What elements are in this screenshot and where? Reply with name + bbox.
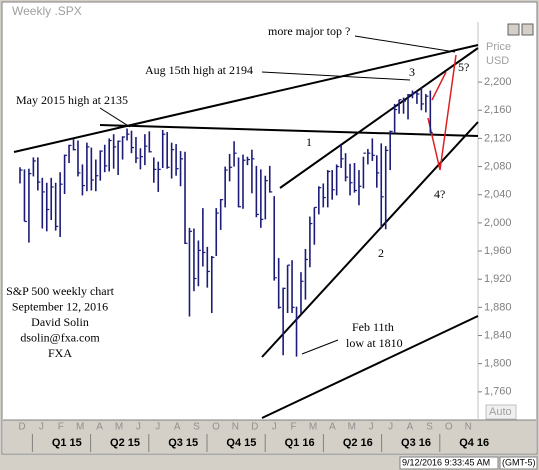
annotation: low at 1810 — [346, 336, 403, 350]
y-tick-label: 1,800 — [484, 358, 512, 370]
trend-line — [13, 44, 479, 153]
y-axis-label: Price — [486, 41, 511, 53]
x-quarter-label: Q4 16 — [459, 437, 489, 449]
y-tick-label: 2,040 — [484, 189, 512, 201]
y-tick-label: 2,000 — [484, 217, 512, 229]
y-axis-unit: USD — [486, 55, 509, 67]
credit-line: September 12, 2016 — [12, 299, 108, 313]
y-tick-label: 1,920 — [484, 273, 512, 285]
wave-label: 1 — [306, 135, 312, 149]
x-month-label: D — [18, 422, 25, 433]
x-month-label: O — [445, 422, 453, 433]
trend-line — [261, 315, 479, 419]
wave-label: 5? — [458, 60, 469, 74]
wave-label: 4? — [434, 187, 445, 201]
x-month-label: N — [232, 422, 239, 433]
y-tick-label: 1,880 — [484, 301, 512, 313]
x-quarter-label: Q1 16 — [285, 437, 315, 449]
wave-label: 2 — [378, 246, 384, 260]
x-month-label: D — [251, 422, 258, 433]
window-button[interactable] — [521, 23, 534, 36]
x-month-label: J — [369, 422, 374, 433]
y-tick-label: 2,200 — [484, 76, 512, 88]
x-month-label: J — [39, 422, 44, 433]
x-month-label: M — [348, 422, 356, 433]
scale-mode-button[interactable] — [485, 404, 517, 420]
annotation: May 2015 high at 2135 — [16, 93, 128, 107]
y-tick-label: 1,840 — [484, 329, 512, 341]
chart-title: Weekly .SPX — [12, 4, 82, 18]
annotation: Aug 15th high at 2194 — [145, 63, 253, 77]
x-month-label: A — [329, 422, 336, 433]
credit-line: David Solin — [31, 315, 89, 329]
projection-line — [431, 71, 447, 101]
y-tick-label: 2,160 — [484, 104, 512, 116]
y-tick-label: 1,760 — [484, 386, 512, 398]
x-month-label: M — [76, 422, 84, 433]
y-tick-label: 2,120 — [484, 132, 512, 144]
x-month-label: J — [155, 422, 160, 433]
y-tick-label: 1,960 — [484, 245, 512, 257]
x-month-label: F — [291, 422, 297, 433]
x-month-label: J — [388, 422, 393, 433]
annotation: Feb 11th — [352, 320, 394, 334]
credit-line: S&P 500 weekly chart — [6, 284, 115, 298]
chart-frame — [1, 1, 538, 455]
x-month-label: J — [272, 422, 277, 433]
callout-line — [99, 107, 131, 128]
annotation: more major top ? — [268, 24, 350, 38]
x-axis-strip — [3, 420, 536, 453]
x-month-label: A — [96, 422, 103, 433]
status-tz: (GMT-5) — [502, 457, 536, 467]
status-field — [499, 456, 538, 470]
x-month-label: F — [58, 422, 64, 433]
trend-line — [279, 47, 479, 189]
callout-line — [354, 35, 456, 53]
x-quarter-label: Q2 15 — [110, 437, 140, 449]
x-quarter-label: Q2 16 — [343, 437, 373, 449]
status-field — [399, 456, 499, 470]
status-date: 9/12/2016 9:33:45 AM — [402, 457, 490, 467]
wave-label: 3 — [409, 65, 415, 79]
x-month-label: S — [426, 422, 433, 433]
x-month-label: J — [136, 422, 141, 433]
x-quarter-label: Q3 15 — [168, 437, 198, 449]
x-month-label: A — [407, 422, 414, 433]
credit-line: dsolin@fxa.com — [20, 330, 100, 344]
x-quarter-label: Q1 15 — [52, 437, 82, 449]
credit-line: FXA — [48, 346, 72, 360]
x-month-label: M — [309, 422, 317, 433]
callout-line — [301, 339, 339, 355]
y-tick-label: 2,080 — [484, 160, 512, 172]
x-month-label: M — [115, 422, 123, 433]
trend-line — [99, 124, 479, 137]
x-month-label: O — [212, 422, 220, 433]
x-month-label: N — [465, 422, 472, 433]
window-button[interactable] — [507, 23, 520, 36]
x-quarter-label: Q4 15 — [226, 437, 256, 449]
x-quarter-label: Q3 16 — [401, 437, 431, 449]
x-month-label: S — [193, 422, 200, 433]
scale-mode: Auto — [489, 406, 512, 418]
x-month-label: A — [174, 422, 181, 433]
callout-line — [261, 71, 411, 81]
projection-line — [427, 54, 457, 171]
